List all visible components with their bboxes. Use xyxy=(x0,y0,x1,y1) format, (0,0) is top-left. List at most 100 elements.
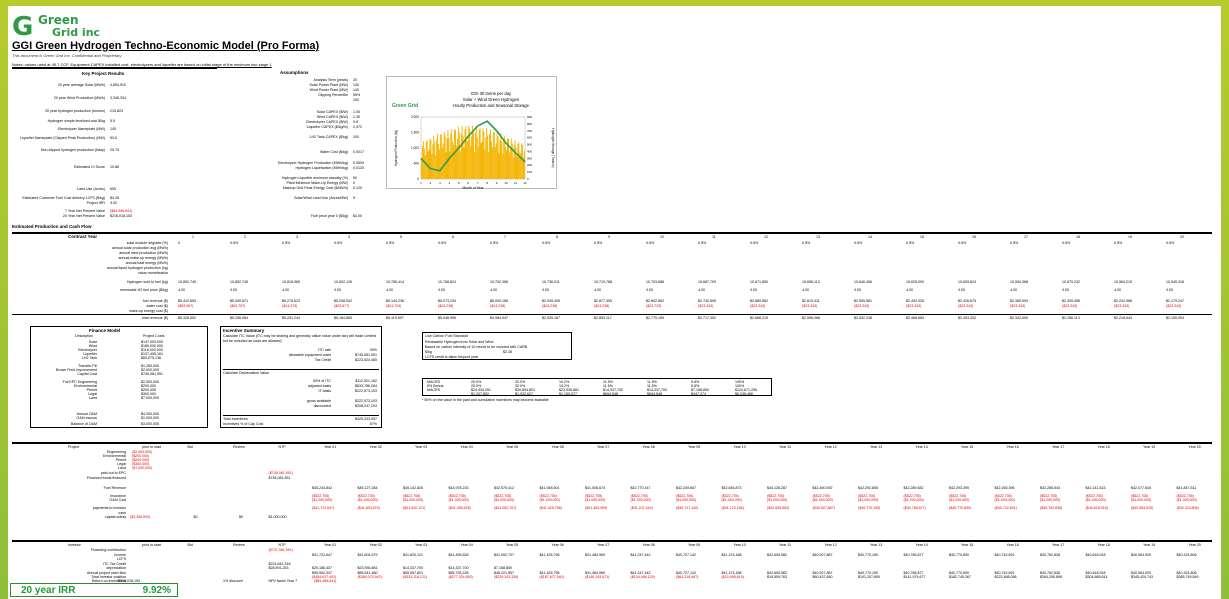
assumption-label: Liquefier CAPEX ($/kg/hr) xyxy=(306,125,348,129)
finance-row-label: Liquefier xyxy=(83,352,97,356)
investor-ntp-value: ($747,081,551) xyxy=(268,548,293,552)
investor-col-header: Year 11 xyxy=(779,543,791,547)
depreciation-label: IT basis xyxy=(318,389,331,393)
contract-year-label: Contract Year xyxy=(68,234,98,239)
investor-income: $40,324,806 xyxy=(1176,553,1197,557)
finance-row-label: Legal xyxy=(88,392,97,396)
investor-col-header: Year 13 xyxy=(870,543,883,547)
investor-position: $304,869,814 xyxy=(1085,575,1108,579)
production-cell-price: 4.00 xyxy=(438,288,445,292)
y2-tick-label: 700 xyxy=(527,129,532,133)
macrs-cell-row1: 5.8% xyxy=(691,384,700,388)
project-cell-om: ($1,000,000) xyxy=(539,498,560,502)
investor-row-label: LCFS xyxy=(116,557,126,561)
assumptions-header: Assumptions xyxy=(280,70,309,75)
project-cell-payments: ($40,618,918) xyxy=(1085,506,1108,510)
investor-npv-value: ($84,466,841) xyxy=(314,579,337,583)
finance-col-description: Description xyxy=(75,334,93,338)
production-cell-price: 4.00 xyxy=(958,288,965,292)
investor-col-header: Year 06 xyxy=(551,543,564,547)
production-row-label: solar module degrade (%) xyxy=(126,241,168,245)
production-cell-total: $2,155,904 xyxy=(1166,316,1184,320)
production-bar xyxy=(484,149,486,179)
production-bar xyxy=(507,139,509,179)
production-cell-water: ($24,238) xyxy=(594,304,610,308)
assumption-label: Wind CAPEX ($/W) xyxy=(316,115,348,119)
project-col-header: Year 15 xyxy=(961,445,974,449)
project-cell-om: ($1,000,000) xyxy=(1131,498,1152,502)
contract-year: 20 xyxy=(1180,235,1184,239)
storage-line xyxy=(420,120,526,172)
production-cell-h2_sold: 10,625,000 xyxy=(906,280,924,284)
production-cell-price: 4.00 xyxy=(698,288,705,292)
production-row-label: annual liquid hydrogen production (kg) xyxy=(106,266,168,270)
investor-annual-cf: $55,957,821 xyxy=(403,571,423,575)
production-cell-degrade: 0.5% xyxy=(698,241,707,245)
production-bar xyxy=(494,146,496,179)
production-row-label: renewable H2 fuel price ($/kg) xyxy=(120,288,168,292)
depreciation-label: adjusted basis xyxy=(308,384,331,388)
production-bar xyxy=(457,126,459,179)
production-cell-water: ($23,343) xyxy=(1010,304,1026,308)
project-col-header: NTP xyxy=(278,445,286,449)
project-cell-payments: ($41,052,707) xyxy=(494,506,517,510)
production-cell-water: ($83,967) xyxy=(178,304,194,308)
investor-col-header: Year 09 xyxy=(688,543,701,547)
project-cell-revenue: $42,450,592 xyxy=(812,486,833,490)
production-row-label: annual wind production (MWh) xyxy=(119,251,168,255)
y2-tick-label: 900 xyxy=(527,115,532,119)
investor-position: $345,424,743 xyxy=(1131,575,1153,579)
investor-col-header: prior to start xyxy=(142,543,162,547)
finance-row-value: $3,000,000 xyxy=(141,422,159,426)
macrs-cell-row3: $1,207,892 xyxy=(471,392,489,396)
production-bar xyxy=(490,141,492,179)
chart-subtitle: Solar + Wind Green Hydrogen xyxy=(463,97,520,102)
production-cell-price: 4.00 xyxy=(1010,288,1017,292)
production-bar xyxy=(443,131,445,179)
production-bar xyxy=(506,150,508,179)
investor-npv-label: NPV factor Year 7 xyxy=(268,579,298,583)
project-row-label: Fuel Revenue xyxy=(103,486,126,490)
window-left-edge xyxy=(0,0,8,599)
depreciation-label: gross available xyxy=(307,399,331,403)
investor-position: $385,749,549 xyxy=(1176,575,1199,579)
contract-year: 10 xyxy=(660,235,664,239)
x-tick-label: 4 xyxy=(449,181,451,185)
assumption-value: $4.00 xyxy=(353,214,362,218)
assumption-label: Solar Power Plant (MW) xyxy=(309,83,348,87)
macrs-cell-row2: $39,894,801 xyxy=(515,388,535,392)
macrs-cell-row2: $24,934,251 xyxy=(471,388,491,392)
investor-income: $41,455,528 xyxy=(448,553,469,557)
production-cell-fuel_rev: $2,689,562 xyxy=(750,299,768,303)
finance-row-value: $83,075,136 xyxy=(141,356,161,360)
x-tick-label: 12 xyxy=(523,181,527,185)
project-cell-revenue: $42,249,847 xyxy=(676,486,696,490)
production-bar xyxy=(520,153,522,179)
production-cell-h2_sold: 10,640,496 xyxy=(854,280,872,284)
production-row-label: Hydrogen sold to fuel (kg) xyxy=(126,280,168,284)
macrs-cell-row3: $347,274 xyxy=(691,392,706,396)
finance-row-label: Solar xyxy=(88,340,97,344)
project-cell-insurance: ($522,705) xyxy=(721,494,739,498)
production-bar xyxy=(489,134,491,179)
production-bar xyxy=(483,131,485,179)
project-col-header: Year 04 xyxy=(460,445,473,449)
assumption-value: 0.120 xyxy=(353,186,362,190)
page-title: GGI Green Hydrogen Techno-Economic Model… xyxy=(12,40,320,52)
production-cell-water: ($93,787) xyxy=(230,304,246,308)
project-cell-payments: ($41,722,647) xyxy=(312,506,335,510)
finance-row-value: $147,000,000 xyxy=(141,340,163,344)
production-bar xyxy=(510,138,512,179)
project-cell-payments: ($40,742,691) xyxy=(994,506,1017,510)
production-cell-fuel_rev: $2,241,986 xyxy=(1114,299,1132,303)
key-result-value: 4,894,910 xyxy=(110,83,126,87)
project-cell-om: ($1,000,000) xyxy=(858,498,879,502)
production-row-label: annual total energy (MWh) xyxy=(125,261,168,265)
investor-col-header: Year 20 xyxy=(1188,543,1201,547)
investor-depr: $29,186,437 xyxy=(312,566,332,570)
project-cell-insurance: ($522,705) xyxy=(994,494,1012,498)
production-row-label: fuel revenue ($) xyxy=(142,299,168,303)
production-cell-fuel_rev: $2,555,581 xyxy=(854,299,872,303)
macrs-cell-row3: $694,548 xyxy=(647,392,662,396)
